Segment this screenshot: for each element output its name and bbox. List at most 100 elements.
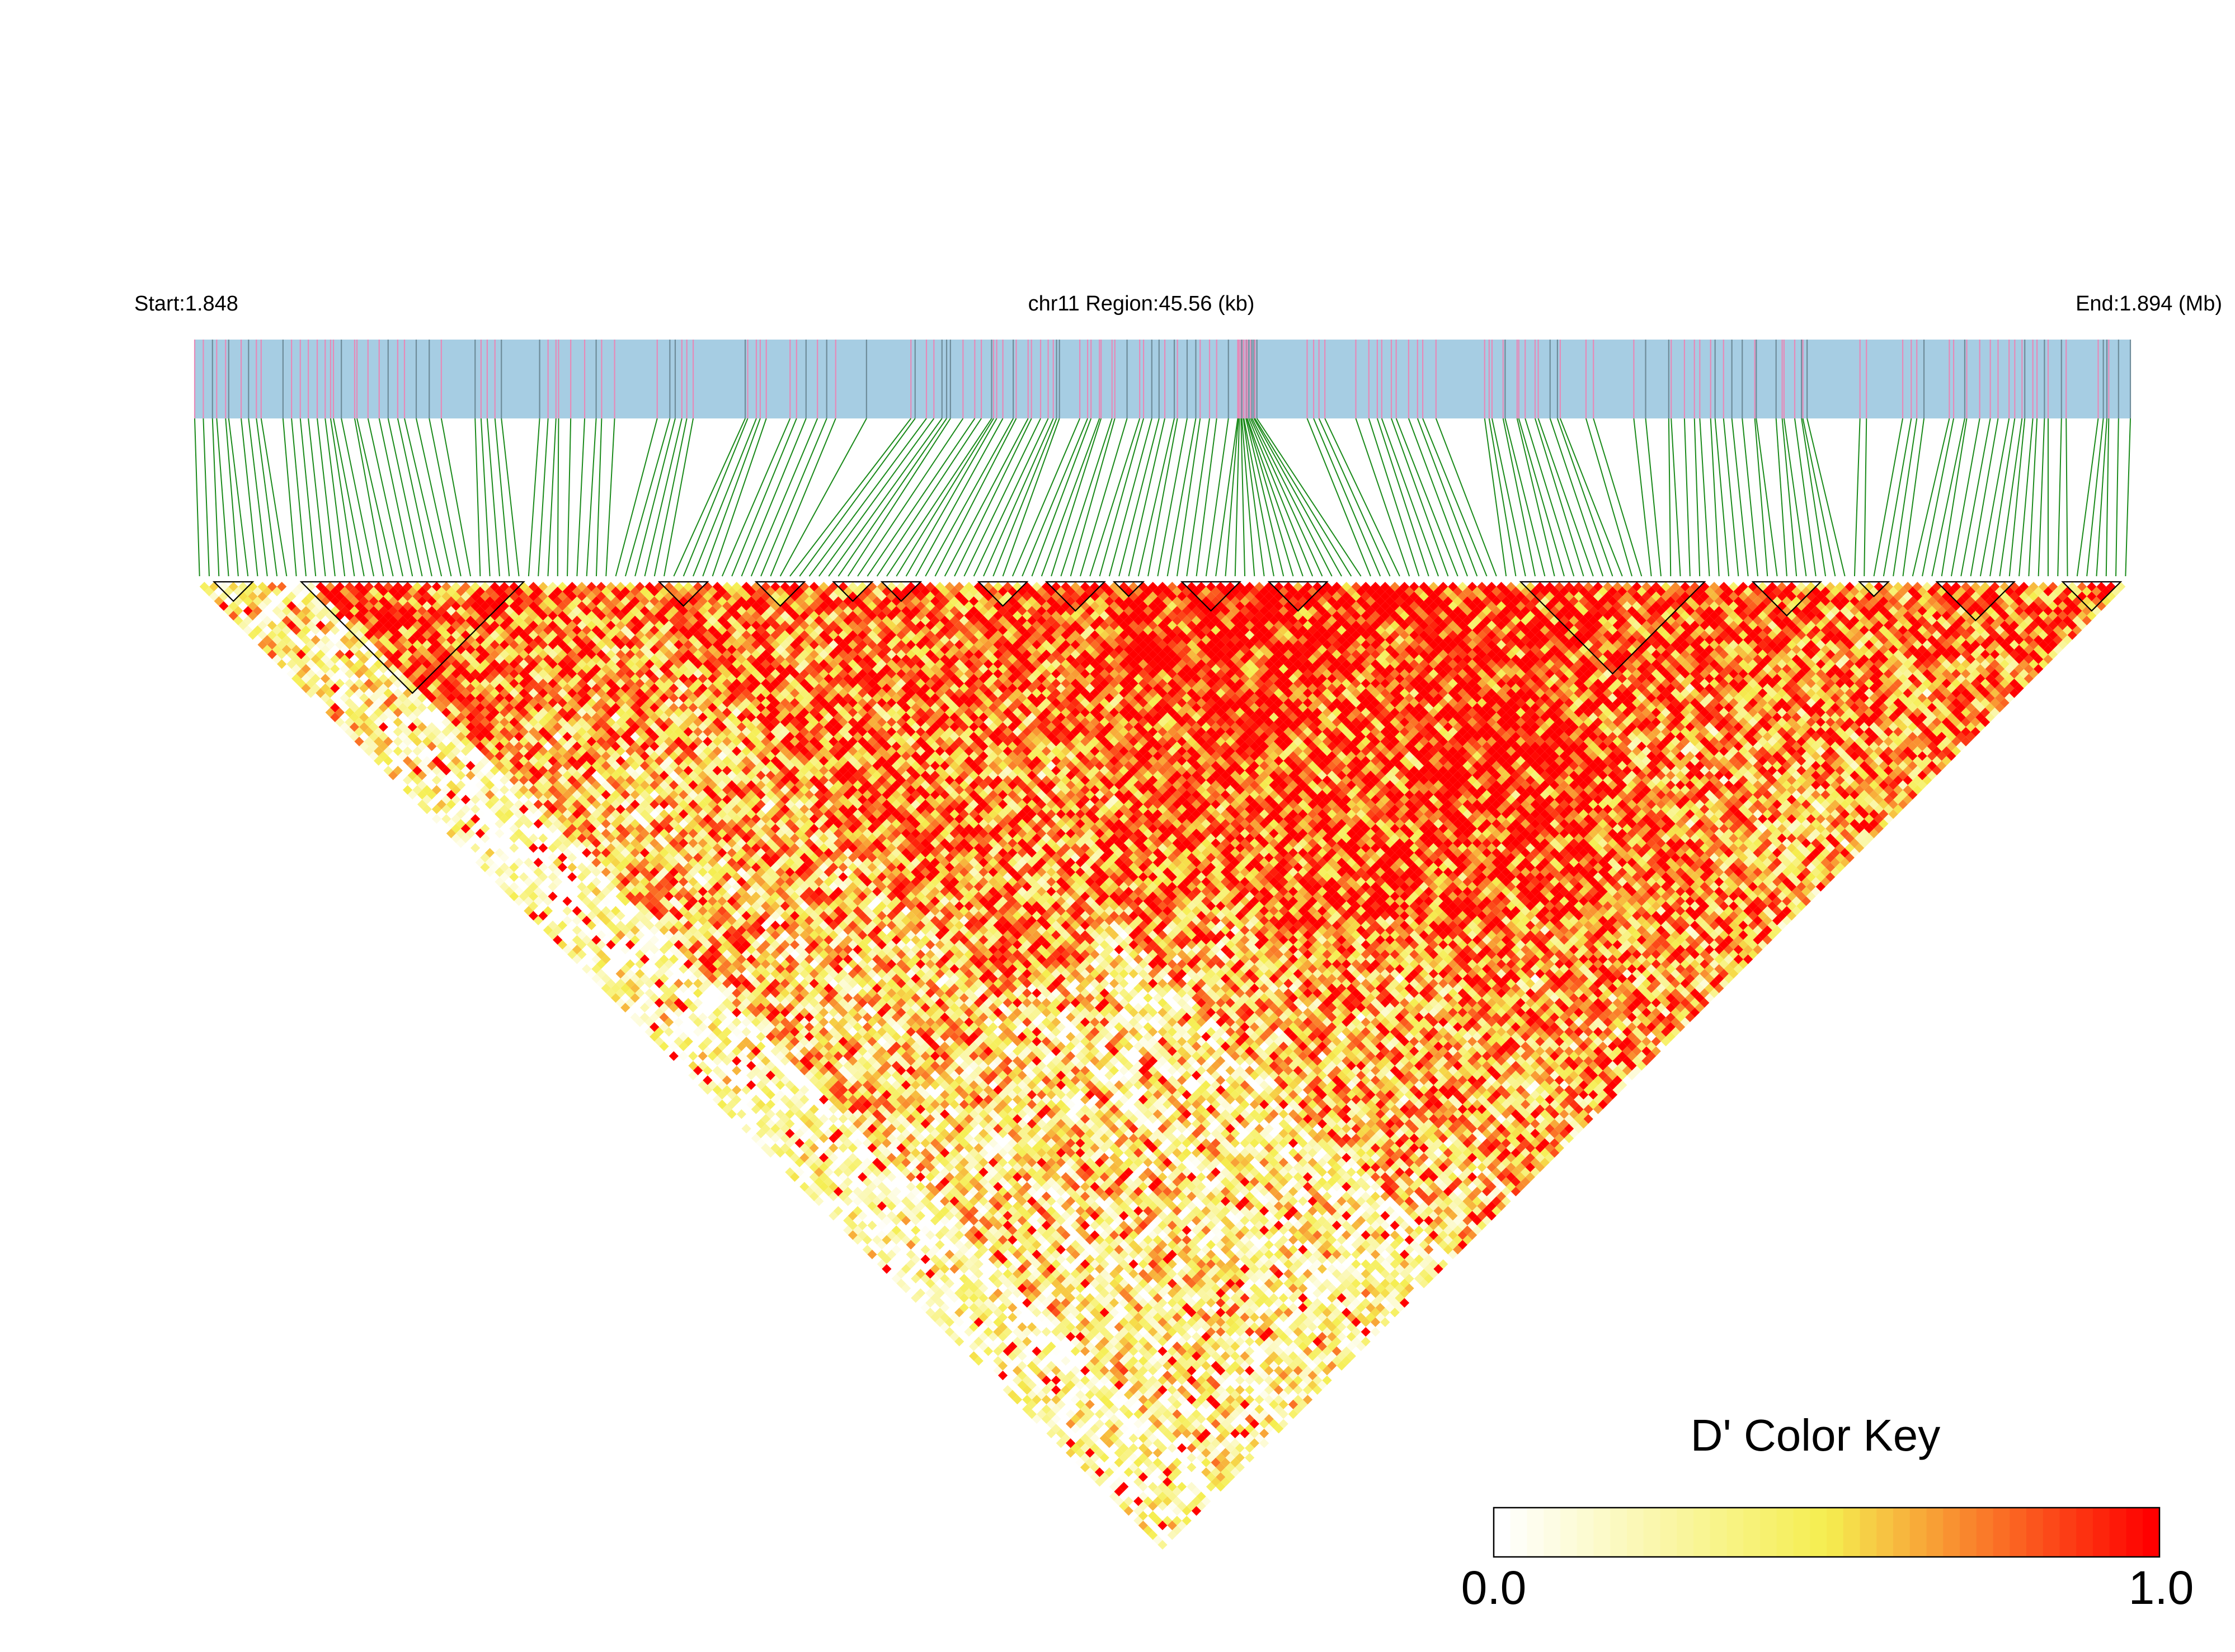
ld-cell — [707, 1032, 718, 1042]
ld-cell — [248, 630, 258, 640]
snp-connector — [1422, 418, 1488, 577]
ld-cell — [794, 1176, 804, 1187]
ld-cell — [920, 1283, 930, 1293]
ld-cell — [644, 997, 655, 1008]
ld-cell — [1037, 1380, 1047, 1390]
ld-cell — [591, 925, 601, 935]
ld-cell — [610, 964, 621, 974]
snp-connector — [721, 418, 791, 577]
ld-cell — [451, 814, 461, 824]
ld-cell — [712, 1056, 722, 1066]
ld-cell — [717, 1032, 727, 1042]
ld-cell — [809, 1172, 819, 1182]
ld-cell — [446, 761, 457, 771]
ld-cell — [688, 1070, 698, 1080]
ld-cell — [703, 1017, 713, 1027]
ld-cell — [838, 1211, 848, 1221]
ld-cell — [993, 1336, 1003, 1347]
ld-cell — [577, 891, 587, 901]
ld-cell — [615, 978, 625, 989]
ld-cell — [567, 901, 577, 911]
ld-cell — [407, 770, 417, 780]
ld-cell — [789, 1152, 800, 1162]
snp-position-track — [194, 340, 2132, 418]
ld-cell — [862, 1216, 872, 1226]
ld-cell — [727, 1090, 737, 1100]
ld-cell — [814, 1128, 824, 1138]
ld-cell — [838, 1162, 848, 1173]
ld-cell — [944, 1307, 955, 1317]
snp-connector — [291, 418, 307, 577]
ld-cell — [1032, 1404, 1042, 1414]
snp-connector — [1417, 418, 1478, 577]
ld-cell — [833, 1187, 844, 1197]
ld-cell — [504, 818, 514, 829]
ld-cell — [882, 1254, 892, 1264]
ld-cell — [838, 1191, 848, 1202]
ld-cell — [441, 814, 451, 824]
ld-cell — [204, 586, 214, 596]
ld-cell — [470, 785, 481, 795]
ld-cell — [446, 770, 457, 780]
ld-cell — [325, 698, 335, 708]
ld-cell — [789, 1123, 800, 1134]
snp-connector — [1251, 418, 1333, 577]
ld-cell — [499, 823, 510, 834]
ld-cell — [843, 1216, 853, 1226]
ld-cell — [620, 944, 630, 955]
ld-cell — [891, 1216, 901, 1226]
ld-cell — [504, 838, 514, 848]
ld-cell — [872, 1225, 882, 1235]
ld-cell — [1128, 1462, 1138, 1472]
ld-cell — [335, 669, 345, 679]
ld-cell — [988, 1312, 998, 1322]
ld-cell — [1109, 1433, 1119, 1443]
ld-cell — [470, 833, 481, 844]
ld-cell — [1133, 1467, 1144, 1477]
ld-cell — [291, 635, 302, 645]
snp-connector — [925, 418, 1014, 577]
ld-cell — [528, 911, 539, 921]
ld-cell — [1066, 1390, 1076, 1400]
ld-cell — [824, 1196, 834, 1206]
ld-cell — [277, 659, 287, 669]
ld-cell — [1085, 1419, 1095, 1429]
ld-cell — [693, 1056, 703, 1066]
ld-cell — [920, 1245, 930, 1255]
snp-connector — [741, 418, 807, 577]
ld-cell — [867, 1249, 877, 1259]
ld-cell — [436, 818, 446, 829]
ld-cell — [272, 596, 282, 606]
ld-cell — [736, 1099, 747, 1109]
ld-cell — [954, 1288, 964, 1298]
ld-cell — [533, 848, 543, 858]
ld-cell — [538, 911, 548, 921]
ld-cell — [369, 693, 379, 703]
ld-cell — [606, 959, 616, 969]
snp-connector — [1243, 418, 1274, 577]
ld-cell — [310, 674, 321, 684]
ld-cell — [920, 1264, 930, 1274]
ld-cell — [848, 1182, 858, 1192]
ld-cell — [272, 606, 282, 616]
ld-cell — [1080, 1404, 1090, 1414]
ld-cell — [364, 717, 374, 727]
ld-cell — [533, 906, 543, 916]
snp-connector — [501, 418, 520, 577]
ld-cell — [364, 707, 374, 718]
ld-cell — [446, 809, 457, 819]
ld-cell — [480, 862, 490, 872]
ld-cell — [650, 964, 660, 974]
ld-cell — [305, 679, 316, 689]
snp-connector — [387, 418, 423, 577]
ld-cell — [417, 741, 427, 751]
ld-cell — [305, 630, 316, 640]
ld-cell — [601, 915, 611, 926]
ld-cell — [451, 794, 461, 804]
ld-cell — [296, 630, 306, 640]
ld-cell — [983, 1327, 994, 1337]
ld-cell — [896, 1240, 906, 1250]
snp-connector — [248, 418, 268, 577]
ld-cell — [490, 823, 500, 834]
ld-cell — [964, 1327, 974, 1337]
